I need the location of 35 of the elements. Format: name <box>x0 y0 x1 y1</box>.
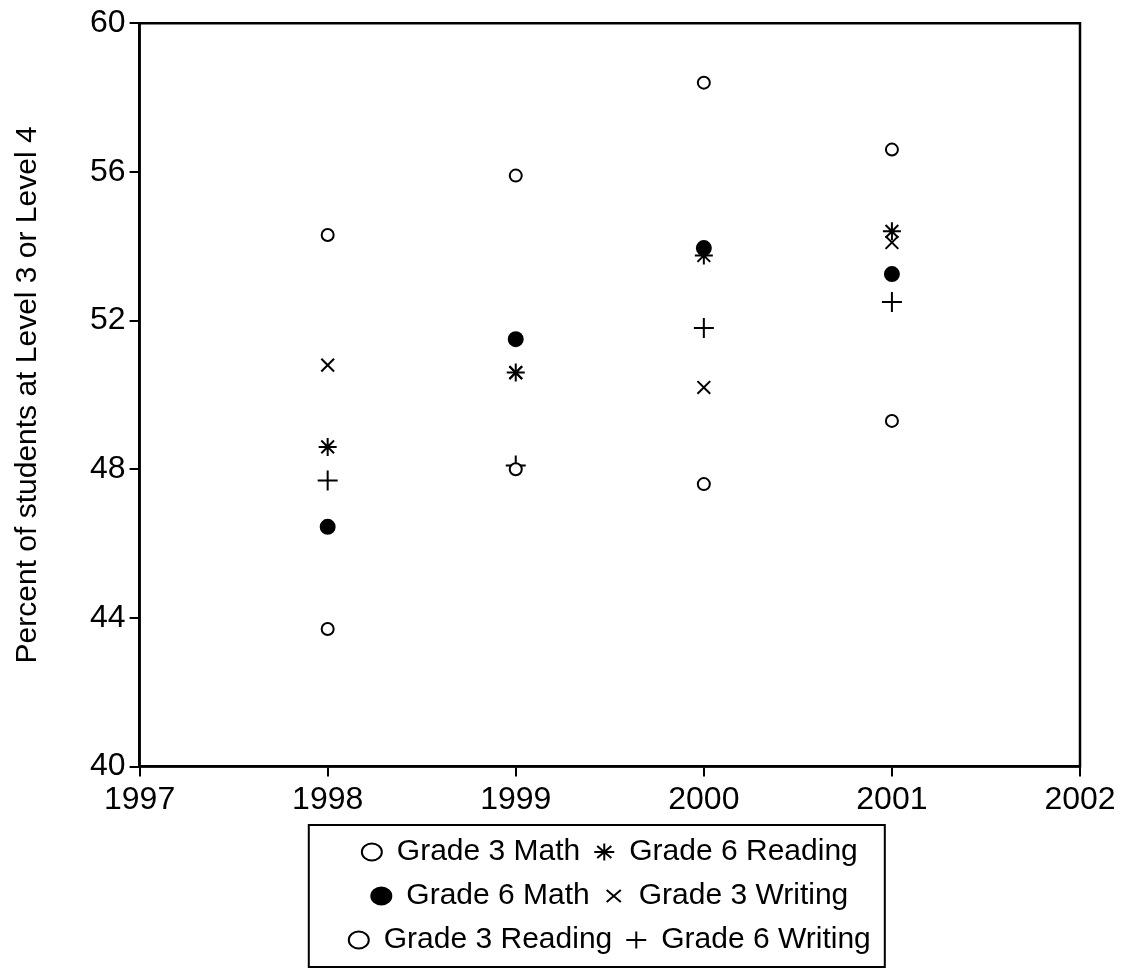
x-tick-label: 1998 <box>292 779 364 816</box>
point <box>696 75 711 90</box>
point <box>508 168 523 183</box>
legend-label: Grade 3 Reading <box>383 921 613 955</box>
y-tick-label: 56 <box>90 151 126 188</box>
y-tick-label: 60 <box>90 3 126 40</box>
point <box>883 266 900 283</box>
point <box>319 518 336 535</box>
point <box>317 436 338 457</box>
point <box>508 462 523 477</box>
point <box>316 469 339 492</box>
point <box>320 622 335 637</box>
x-tick-label: 2002 <box>1044 779 1116 816</box>
y-axis-title: Percent of students at Level 3 or Level 4 <box>9 126 43 664</box>
point <box>692 316 715 339</box>
legend-label: Grade 6 Reading <box>629 833 858 867</box>
x-tick-label: 1999 <box>480 779 552 816</box>
legend-label: Grade 6 Writing <box>661 921 871 955</box>
point <box>884 413 899 428</box>
point <box>320 228 335 243</box>
legend-label: Grade 3 Writing <box>638 877 849 911</box>
point <box>880 290 903 313</box>
x-tick-label: 2001 <box>856 779 928 816</box>
x-tick-label: 2000 <box>668 779 740 816</box>
legend-label: Grade 6 Math <box>406 877 590 911</box>
point <box>507 331 524 348</box>
y-tick-label: 44 <box>90 597 126 634</box>
y-tick-label: 52 <box>90 300 126 337</box>
point <box>695 240 712 257</box>
point <box>696 380 712 395</box>
point <box>696 477 711 492</box>
point <box>320 357 336 373</box>
point <box>884 142 899 157</box>
legend-label: Grade 3 Math <box>396 833 581 867</box>
y-tick-label: 48 <box>90 449 126 486</box>
